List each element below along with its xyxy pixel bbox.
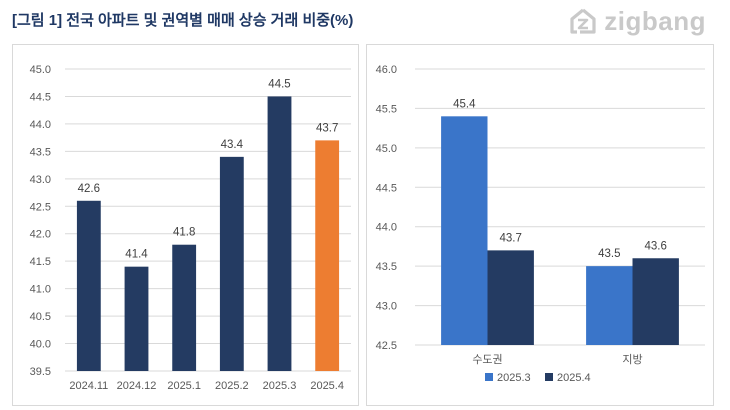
monthly-national-chart-panel: 39.5 40.0 40.5 41.0 41.5 42.0 42.5 43.0 43.5 44.0… (12, 44, 359, 406)
legend-label: 2025.3 (497, 372, 531, 384)
data-label: 43.7 (500, 232, 522, 244)
y-tick-label: 40.0 (30, 339, 51, 351)
x-tick-label: 2024.12 (117, 380, 157, 392)
bar-2025.2 (219, 156, 244, 371)
bar-수도권-2025.4 (487, 250, 534, 345)
bar-2025.1 (172, 244, 197, 371)
y-tick-label: 43.5 (30, 146, 51, 158)
y-tick-label: 46.0 (376, 64, 397, 76)
regional-chart-panel: 42.5 43.0 43.5 44.0 44.5 45.0 45.5 46.0 45.4 43.7… (366, 44, 714, 406)
y-tick-label: 44.5 (376, 182, 397, 194)
bar-지방-2025.4 (632, 258, 679, 345)
x-tick-label: 2025.1 (167, 380, 201, 392)
x-tick-label: 2025.2 (215, 380, 249, 392)
y-tick-label: 44.0 (376, 222, 397, 234)
y-tick-label: 43.0 (30, 174, 51, 186)
y-tick-label: 42.5 (376, 340, 397, 352)
monthly-national-bar-chart: 39.5 40.0 40.5 41.0 41.5 42.0 42.5 43.0 43.5 44.0… (30, 64, 351, 392)
x-tick-label: 2025.3 (263, 380, 297, 392)
y-tick-label: 43.0 (376, 301, 397, 313)
data-label: 41.8 (173, 227, 195, 239)
data-label: 44.5 (268, 78, 290, 90)
data-label: 41.4 (125, 249, 148, 261)
y-tick-label: 39.5 (30, 366, 51, 378)
x-tick-label: 2025.4 (310, 380, 344, 392)
data-label: 45.4 (453, 98, 476, 110)
zigbang-logo: zigbang (568, 6, 706, 37)
y-tick-label: 45.0 (376, 143, 397, 155)
y-tick-label: 42.5 (30, 201, 51, 213)
zigbang-logo-text: zigbang (604, 6, 706, 36)
y-tick-label: 42.0 (30, 229, 51, 241)
chart-title: [그림 1] 전국 아파트 및 권역별 매매 상승 거래 비중(%) (12, 12, 354, 29)
bar-2024.11 (76, 200, 101, 371)
data-label: 43.7 (316, 122, 338, 134)
zigbang-logo-icon (570, 8, 596, 34)
bar-수도권-2025.3 (441, 116, 488, 345)
data-label: 43.4 (221, 139, 244, 151)
regional-bar-chart: 42.5 43.0 43.5 44.0 44.5 45.0 45.5 46.0 45.4 43.7… (376, 64, 705, 384)
data-label: 43.6 (645, 240, 667, 252)
y-tick-label: 41.0 (30, 284, 51, 296)
bar-2025.4 (315, 140, 340, 371)
bar-2024.12 (124, 266, 149, 371)
y-tick-label: 45.0 (30, 64, 51, 76)
y-tick-label: 45.5 (376, 103, 397, 115)
data-label: 43.5 (598, 248, 620, 260)
bar-지방-2025.3 (586, 266, 633, 345)
bar-2025.3 (267, 96, 292, 372)
y-tick-label: 40.5 (30, 311, 51, 323)
legend-swatch (485, 373, 493, 381)
data-label: 42.6 (78, 183, 100, 195)
y-tick-label: 44.5 (30, 91, 51, 103)
y-tick-label: 41.5 (30, 256, 51, 268)
y-tick-label: 44.0 (30, 119, 51, 131)
x-tick-label: 2024.11 (69, 380, 108, 392)
x-tick-label: 지방 (622, 353, 642, 366)
legend-swatch (545, 373, 553, 381)
y-tick-label: 43.5 (376, 261, 397, 273)
legend-label: 2025.4 (557, 372, 591, 384)
x-tick-label: 수도권 (472, 353, 502, 366)
